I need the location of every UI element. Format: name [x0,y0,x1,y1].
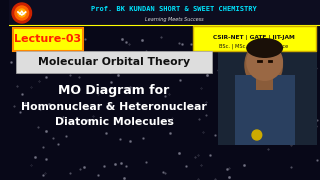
FancyBboxPatch shape [193,26,316,51]
FancyBboxPatch shape [235,75,295,145]
FancyBboxPatch shape [256,60,273,90]
FancyBboxPatch shape [218,27,317,145]
Text: Diatomic Molecules: Diatomic Molecules [55,117,173,127]
Text: CSIR-NET | GATE | IIT-JAM: CSIR-NET | GATE | IIT-JAM [213,35,295,39]
Circle shape [12,3,31,23]
FancyBboxPatch shape [9,0,320,25]
Text: Molecular Orbital Theory: Molecular Orbital Theory [38,57,190,67]
Circle shape [15,6,28,20]
Text: Lecture-03: Lecture-03 [14,34,82,44]
Ellipse shape [246,43,283,81]
Text: BSc. | MSc. | MSc. Entrance: BSc. | MSc. | MSc. Entrance [219,43,289,49]
Circle shape [252,130,262,140]
Text: Learning Meets Success: Learning Meets Success [145,17,204,21]
Ellipse shape [246,38,283,58]
Text: MO Diagram for: MO Diagram for [59,84,170,96]
Ellipse shape [244,41,283,89]
FancyBboxPatch shape [16,51,212,73]
Text: Prof. BK KUNDAN SHORT & SWEET CHEMISTRY: Prof. BK KUNDAN SHORT & SWEET CHEMISTRY [92,6,257,12]
Circle shape [18,9,26,17]
FancyBboxPatch shape [12,28,84,51]
Text: Homonuclear & Heteronuclear: Homonuclear & Heteronuclear [21,102,207,112]
